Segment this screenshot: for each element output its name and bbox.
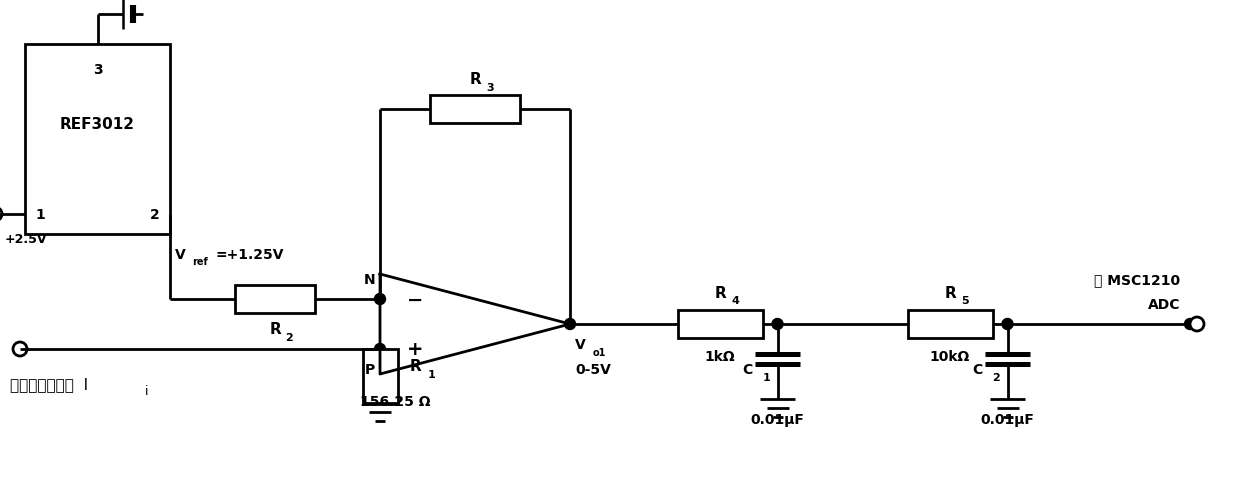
Circle shape [12, 342, 27, 356]
Circle shape [374, 344, 386, 355]
Text: R: R [469, 72, 481, 87]
Text: 2: 2 [992, 372, 1001, 382]
Text: 0.01μF: 0.01μF [981, 412, 1034, 426]
Text: R: R [269, 322, 281, 337]
Text: 156.25 Ω: 156.25 Ω [360, 394, 430, 408]
Text: C: C [743, 362, 753, 376]
Circle shape [374, 294, 386, 305]
Text: +: + [407, 340, 423, 359]
Bar [362, 349, 398, 404]
Bar [236, 285, 315, 313]
Text: 0-5V: 0-5V [575, 362, 611, 376]
Text: 5: 5 [961, 295, 968, 305]
Text: o1: o1 [593, 347, 606, 357]
Bar [908, 310, 992, 338]
Text: REF3012: REF3012 [60, 117, 135, 132]
Text: 10kΩ: 10kΩ [930, 349, 970, 363]
Text: V: V [575, 337, 585, 351]
Text: 0.01μF: 0.01μF [750, 412, 805, 426]
Text: R: R [944, 285, 956, 300]
Text: 3: 3 [486, 83, 494, 93]
Text: 至 MSC1210: 至 MSC1210 [1094, 272, 1180, 286]
Circle shape [1002, 319, 1013, 330]
Text: 3: 3 [93, 63, 103, 77]
Text: −: − [407, 290, 423, 309]
Bar [25, 45, 170, 235]
Text: 2: 2 [150, 207, 160, 222]
Text: =+1.25V: =+1.25V [215, 247, 284, 262]
Circle shape [564, 319, 575, 330]
Circle shape [1190, 317, 1204, 331]
Circle shape [0, 207, 2, 222]
Text: 1: 1 [428, 369, 435, 379]
Text: V: V [175, 247, 186, 262]
Text: R: R [410, 359, 422, 374]
Text: C: C [972, 362, 983, 376]
Circle shape [773, 319, 782, 330]
Text: 1: 1 [35, 207, 45, 222]
Text: R: R [714, 285, 725, 300]
Text: ADC: ADC [1147, 297, 1180, 311]
Text: 传感器输出电流  I: 传感器输出电流 I [10, 377, 88, 392]
Text: 4: 4 [732, 295, 739, 305]
Bar [430, 96, 520, 124]
Text: 2: 2 [285, 332, 293, 342]
Bar [677, 310, 763, 338]
Text: +2.5V: +2.5V [5, 233, 47, 246]
Circle shape [1184, 319, 1195, 330]
Text: P: P [365, 362, 374, 376]
Text: N: N [363, 272, 374, 286]
Text: 1kΩ: 1kΩ [704, 349, 735, 363]
Text: ref: ref [192, 257, 208, 266]
Text: 1: 1 [763, 372, 770, 382]
Text: i: i [145, 385, 149, 398]
